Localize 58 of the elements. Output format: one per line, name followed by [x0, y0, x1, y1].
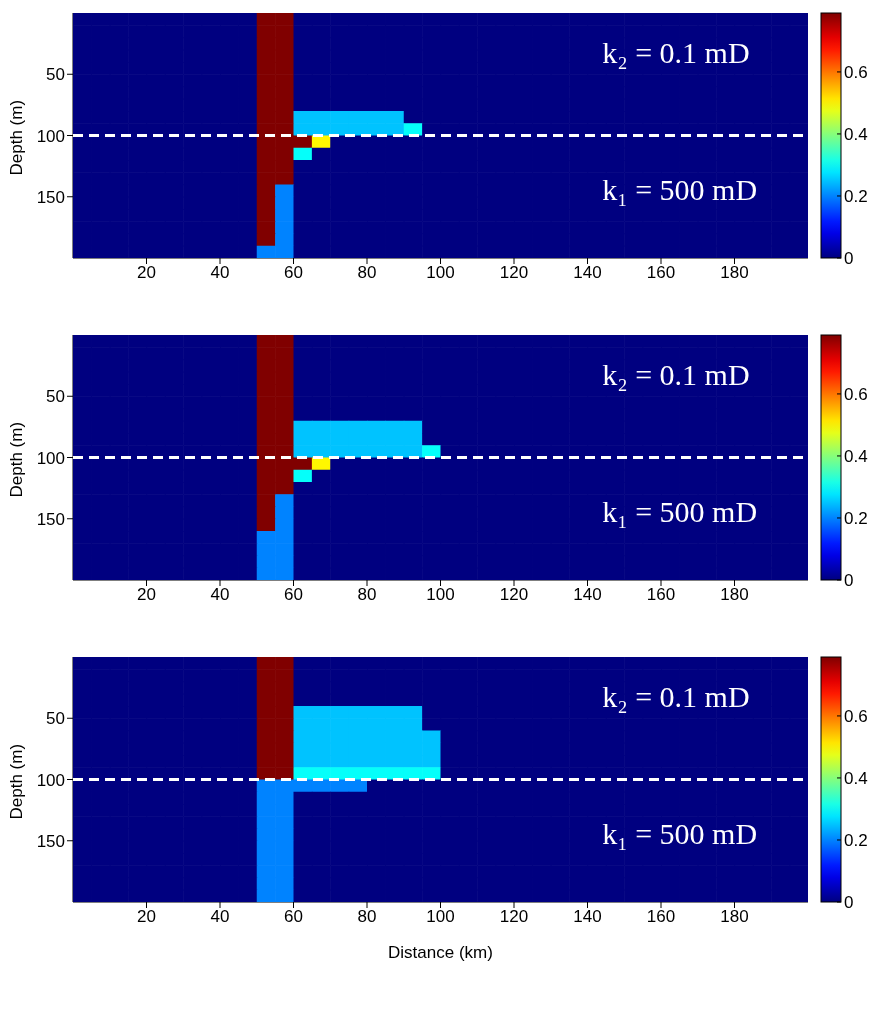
x-tick-label: 80	[357, 263, 377, 283]
x-tick-label: 20	[137, 263, 156, 283]
y-tick-label: 50	[46, 387, 65, 407]
x-tick-label: 140	[573, 585, 602, 605]
x-tick-label: 100	[426, 585, 455, 605]
color-bar-label: 0.2	[844, 186, 868, 206]
color-bar-label: 0.4	[844, 446, 868, 466]
x-tick-label: 120	[499, 585, 529, 605]
y-axis-title: Depth (m)	[7, 99, 27, 176]
y-tick-label: 100	[36, 770, 65, 790]
y-tick-label: 150	[36, 831, 65, 851]
x-tick-label: 160	[646, 585, 676, 605]
annotation: k₁ = 500 mD	[602, 494, 758, 528]
x-tick-label: 140	[573, 263, 602, 283]
x-tick-label: 100	[426, 907, 455, 927]
x-tick-label: 160	[646, 263, 676, 283]
color-bar-label: 0.2	[844, 508, 868, 528]
annotation: k₁ = 500 mD	[602, 172, 758, 206]
x-tick-label: 160	[646, 907, 676, 927]
y-tick-label: 150	[36, 187, 65, 207]
x-axis-title: Distance (km)	[388, 943, 493, 962]
y-tick-label: 100	[36, 448, 65, 468]
x-tick-label: 40	[210, 585, 230, 605]
x-tick-label: 120	[499, 263, 529, 283]
x-tick-label: 20	[137, 907, 156, 927]
x-tick-label: 180	[720, 263, 749, 283]
annotation: k₂ = 0.1 mD	[602, 35, 750, 69]
y-tick-label: 100	[36, 126, 65, 146]
annotation: k₂ = 0.1 mD	[602, 679, 750, 713]
color-bar-label: 0.4	[844, 124, 868, 144]
color-bar-label: 0	[844, 249, 854, 268]
y-tick-label: 50	[46, 65, 65, 85]
color-bar-label: 0	[844, 571, 854, 590]
x-tick-label: 140	[573, 907, 602, 927]
annotation: k₂ = 0.1 mD	[602, 357, 750, 391]
color-bar-label: 0	[844, 893, 854, 912]
color-bar-label: 0.6	[844, 706, 868, 726]
x-tick-label: 100	[426, 263, 455, 283]
y-axis-title: Depth (m)	[7, 421, 27, 498]
color-bar-label: 0.6	[844, 384, 868, 404]
color-bar-label: 0.6	[844, 62, 868, 82]
x-tick-label: 60	[284, 263, 303, 283]
y-tick-label: 150	[36, 509, 65, 529]
x-tick-label: 120	[499, 907, 529, 927]
x-tick-label: 180	[720, 585, 749, 605]
x-tick-label: 20	[137, 585, 156, 605]
x-tick-label: 180	[720, 907, 749, 927]
y-tick-label: 50	[46, 709, 65, 729]
x-tick-label: 40	[210, 263, 230, 283]
color-bar-label: 0.4	[844, 768, 868, 788]
x-tick-label: 80	[357, 907, 377, 927]
y-axis-title: Depth (m)	[7, 743, 27, 820]
x-tick-label: 60	[284, 907, 303, 927]
x-tick-label: 60	[284, 585, 303, 605]
annotation: k₁ = 500 mD	[602, 816, 758, 850]
x-tick-label: 80	[357, 585, 377, 605]
color-bar-label: 0.2	[844, 830, 868, 850]
x-tick-label: 40	[210, 907, 230, 927]
